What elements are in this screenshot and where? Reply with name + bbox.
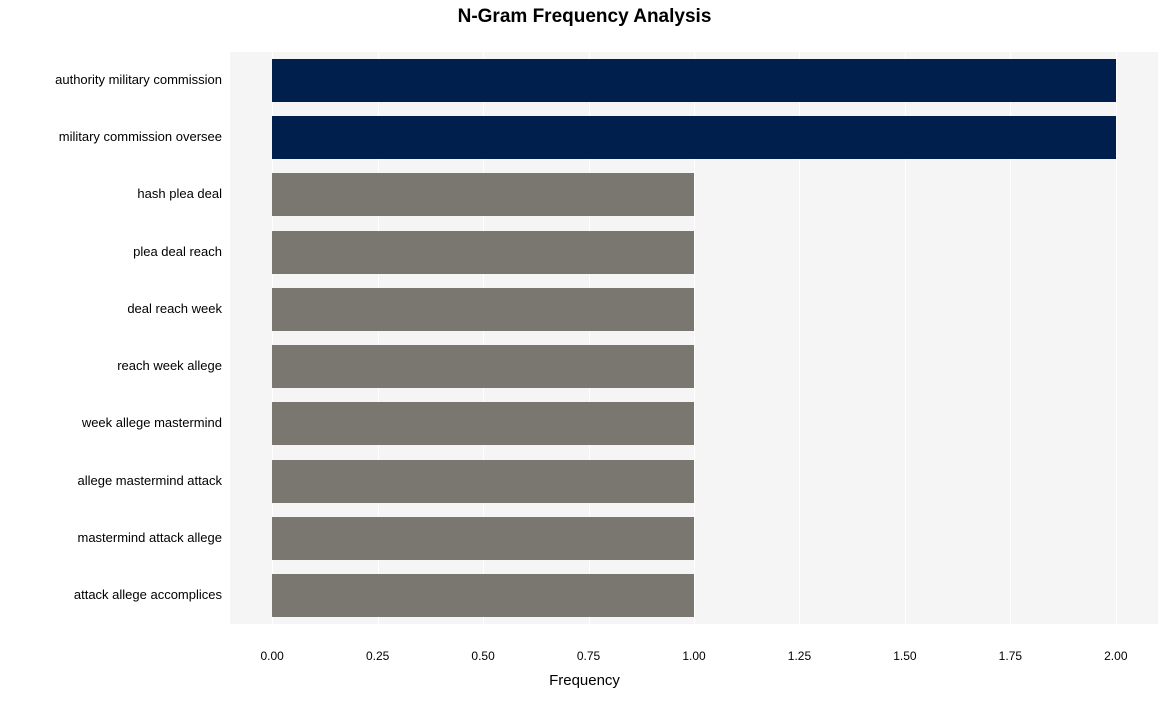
y-axis-label: authority military commission [55,72,222,87]
bar [272,574,694,617]
y-axis-label: allege mastermind attack [77,473,222,488]
y-axis-label: attack allege accomplices [74,587,222,602]
bar [272,345,694,388]
y-axis-label: plea deal reach [133,244,222,259]
x-axis-tick-label: 2.00 [1104,649,1127,663]
bar [272,288,694,331]
x-axis-tick-label: 1.75 [999,649,1022,663]
bar [272,231,694,274]
x-axis-tick-label: 0.75 [577,649,600,663]
x-axis-tick-label: 1.25 [788,649,811,663]
x-axis-tick-label: 1.50 [893,649,916,663]
x-axis-tick-label: 0.00 [260,649,283,663]
x-axis-tick-label: 1.00 [682,649,705,663]
x-axis-tick-label: 0.25 [366,649,389,663]
y-axis-label: deal reach week [127,301,222,316]
y-axis-label: week allege mastermind [82,415,222,430]
bar [272,517,694,560]
y-axis-label: hash plea deal [137,186,222,201]
plot-area [230,36,1158,640]
bar [272,59,1116,102]
bar [272,402,694,445]
x-axis-title: Frequency [0,672,1169,689]
bar [272,116,1116,159]
x-axis-tick-label: 0.50 [471,649,494,663]
y-axis-label: reach week allege [117,358,222,373]
y-axis-label: military commission oversee [59,129,222,144]
y-axis-label: mastermind attack allege [77,530,222,545]
bar [272,173,694,216]
chart-title: N-Gram Frequency Analysis [0,6,1169,28]
gridline-vertical [1116,36,1117,640]
chart-container: N-Gram Frequency Analysis Frequency auth… [0,0,1169,701]
bar [272,460,694,503]
